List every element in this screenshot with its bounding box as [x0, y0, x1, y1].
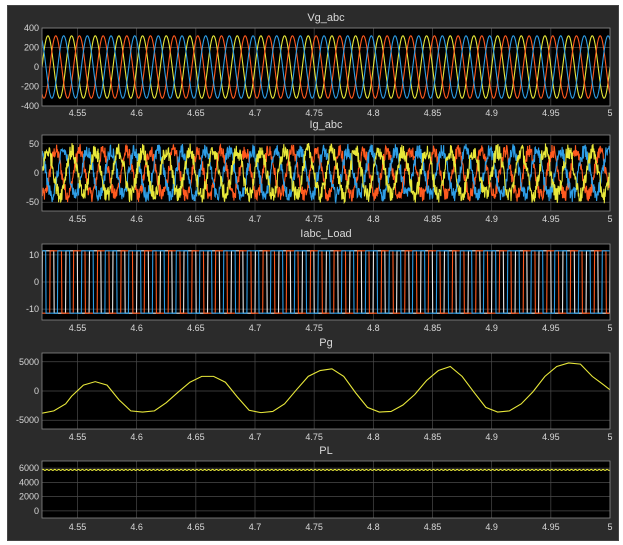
series-line-1 [42, 35, 610, 99]
chart-panel-4: PL 4.55 4.6 4.65 4.7 4.75 4.8 4.85 4.9 4.95 5 0 2000… [19, 445, 613, 532]
x-tick-label: 4.85 [424, 323, 442, 333]
x-tick-label: 4.65 [187, 214, 205, 224]
y-tick-label: 200 [24, 43, 39, 53]
x-tick-label: 4.95 [542, 108, 560, 118]
x-tick-label: 4.85 [424, 214, 442, 224]
x-tick-label: 4.95 [542, 214, 560, 224]
y-tick-label: 0 [34, 277, 39, 287]
x-tick-label: 4.9 [485, 214, 498, 224]
plot-border [41, 352, 611, 430]
series-line-2 [42, 35, 610, 99]
x-tick-label: 4.6 [130, 522, 143, 532]
series-line-0 [42, 362, 610, 414]
chart-panel-2: Iabc_Load 4.55 4.6 4.65 4.7 4.75 4.8 4.85 4.9 4.9… [26, 228, 613, 333]
x-tick-label: 4.65 [187, 432, 205, 442]
x-tick-label: 5 [607, 323, 612, 333]
chart-panel-0: Vg_abc 4.55 4.6 4.65 4.7 4.75 4.8 4.85 4.9 4.95 5 -… [21, 12, 613, 118]
x-tick-label: 4.6 [130, 432, 143, 442]
x-tick-label: 4.75 [305, 323, 323, 333]
figure: Vg_abc 4.55 4.6 4.65 4.7 4.75 4.8 4.85 4.9 4.95 5-… [7, 5, 619, 541]
chart-title: Vg_abc [307, 12, 345, 24]
series-line-2 [42, 250, 610, 314]
chart-title: Iabc_Load [300, 228, 351, 240]
x-tick-label: 4.75 [305, 432, 323, 442]
x-tick-label: 4.9 [485, 323, 498, 333]
x-tick-label: 4.9 [485, 432, 498, 442]
x-tick-label: 4.65 [187, 108, 205, 118]
chart-panel-1: Ig_abc 4.55 4.6 4.65 4.7 4.75 4.8 4.85 4.9 4.95 5 -… [26, 119, 613, 224]
x-tick-label: 4.8 [367, 522, 380, 532]
x-tick-label: 4.95 [542, 432, 560, 442]
x-tick-label: 4.65 [187, 323, 205, 333]
series-line-1 [42, 250, 610, 314]
x-tick-label: 4.85 [424, 522, 442, 532]
y-tick-label: 0 [34, 506, 39, 516]
y-tick-label: 50 [29, 139, 39, 149]
x-tick-label: 4.75 [305, 214, 323, 224]
x-tick-label: 4.55 [69, 323, 87, 333]
chart-title: Pg [319, 337, 332, 349]
series-line-1 [42, 143, 610, 205]
x-tick-label: 4.55 [69, 108, 87, 118]
series-line-0 [42, 35, 610, 99]
x-tick-label: 4.55 [69, 214, 87, 224]
x-tick-label: 4.6 [130, 214, 143, 224]
plot-border [41, 134, 611, 212]
x-tick-label: 4.8 [367, 214, 380, 224]
y-tick-label: 6000 [19, 463, 39, 473]
y-tick-label: 2000 [19, 492, 39, 502]
x-tick-label: 4.55 [69, 522, 87, 532]
x-tick-label: 4.85 [424, 108, 442, 118]
x-tick-label: 5 [607, 432, 612, 442]
x-tick-label: 4.8 [367, 108, 380, 118]
x-tick-label: 4.7 [249, 108, 262, 118]
x-tick-label: 4.9 [485, 522, 498, 532]
x-tick-label: 4.7 [249, 432, 262, 442]
x-tick-label: 5 [607, 108, 612, 118]
x-tick-label: 4.65 [187, 522, 205, 532]
x-tick-label: 5 [607, 522, 612, 532]
plot-border [41, 27, 611, 107]
x-tick-label: 4.75 [305, 522, 323, 532]
y-tick-label: 0 [34, 62, 39, 72]
x-tick-label: 4.7 [249, 323, 262, 333]
x-tick-label: 4.95 [542, 323, 560, 333]
chart-title: PL [319, 445, 332, 457]
y-tick-label: 4000 [19, 477, 39, 487]
plot-border [41, 243, 611, 321]
x-tick-label: 4.7 [249, 522, 262, 532]
y-tick-label: -200 [21, 82, 39, 92]
y-tick-label: 400 [24, 23, 39, 33]
x-tick-label: 4.75 [305, 108, 323, 118]
x-tick-label: 4.9 [485, 108, 498, 118]
x-tick-label: 4.6 [130, 108, 143, 118]
x-tick-label: 4.8 [367, 432, 380, 442]
y-tick-label: -400 [21, 101, 39, 111]
plot-border [41, 460, 611, 519]
x-tick-label: 4.8 [367, 323, 380, 333]
chart-title: Ig_abc [309, 119, 343, 131]
x-tick-label: 4.6 [130, 323, 143, 333]
series-line-0 [42, 468, 610, 471]
x-tick-label: 5 [607, 214, 612, 224]
y-tick-label: 10 [29, 250, 39, 260]
series-line-0 [42, 143, 610, 203]
y-tick-label: 0 [34, 386, 39, 396]
chart-panel-3: Pg 4.55 4.6 4.65 4.7 4.75 4.8 4.85 4.9 4.95 5 -5000… [16, 337, 613, 442]
y-tick-label: -5000 [16, 415, 39, 425]
y-tick-label: -10 [26, 304, 39, 314]
y-tick-label: 0 [34, 168, 39, 178]
x-tick-label: 4.95 [542, 522, 560, 532]
x-tick-label: 4.55 [69, 432, 87, 442]
y-tick-label: 5000 [19, 357, 39, 367]
y-tick-label: -50 [26, 197, 39, 207]
x-tick-label: 4.85 [424, 432, 442, 442]
series-line-2 [42, 143, 610, 204]
x-tick-label: 4.7 [249, 214, 262, 224]
